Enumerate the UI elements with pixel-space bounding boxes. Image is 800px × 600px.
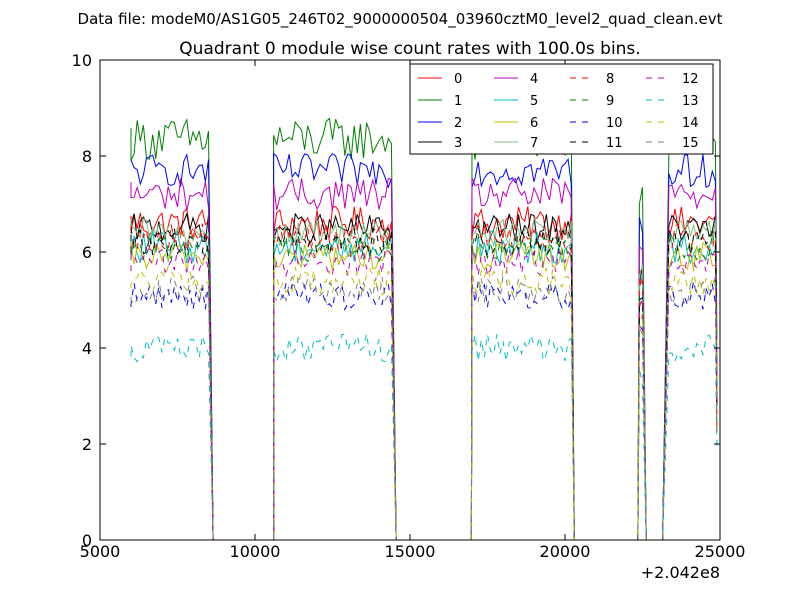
x-tick-label: 10000 [230, 542, 281, 561]
legend-label-15: 15 [682, 136, 699, 151]
suptitle: Data file: modeM0/AS1G05_246T02_90000005… [78, 10, 723, 29]
legend-label-2: 2 [454, 116, 462, 131]
legend-label-3: 3 [454, 136, 462, 151]
y-tick-label: 0 [82, 531, 92, 550]
legend-label-10: 10 [606, 116, 623, 131]
legend-label-8: 8 [606, 72, 614, 87]
x-tick-label: 5000 [80, 542, 121, 561]
y-tick-label: 2 [82, 435, 92, 454]
y-tick-label: 6 [82, 243, 92, 262]
legend-label-1: 1 [454, 94, 462, 109]
x-offset-label: +2.042e8 [641, 563, 720, 582]
legend-frame [409, 63, 714, 155]
legend-label-7: 7 [530, 136, 538, 151]
series-line-12 [130, 246, 718, 540]
y-tick-label: 4 [82, 339, 92, 358]
legend-label-0: 0 [454, 72, 462, 87]
series-line-15 [130, 275, 718, 540]
series-layer [130, 117, 718, 540]
chart-title: Quadrant 0 module wise count rates with … [179, 39, 640, 59]
x-tick-label: 25000 [695, 542, 746, 561]
legend-label-13: 13 [682, 94, 699, 109]
legend-label-11: 11 [606, 136, 623, 151]
y-tick-label: 8 [82, 147, 92, 166]
legend-label-9: 9 [606, 94, 614, 109]
legend-label-14: 14 [682, 116, 699, 131]
x-tick-label: 20000 [540, 542, 591, 561]
y-tick-label: 10 [72, 51, 92, 70]
legend-label-12: 12 [682, 72, 699, 87]
series-line-13 [130, 332, 718, 540]
legend-label-4: 4 [530, 72, 538, 87]
legend-label-5: 5 [530, 94, 538, 109]
legend-label-6: 6 [530, 116, 538, 131]
x-tick-label: 15000 [385, 542, 436, 561]
